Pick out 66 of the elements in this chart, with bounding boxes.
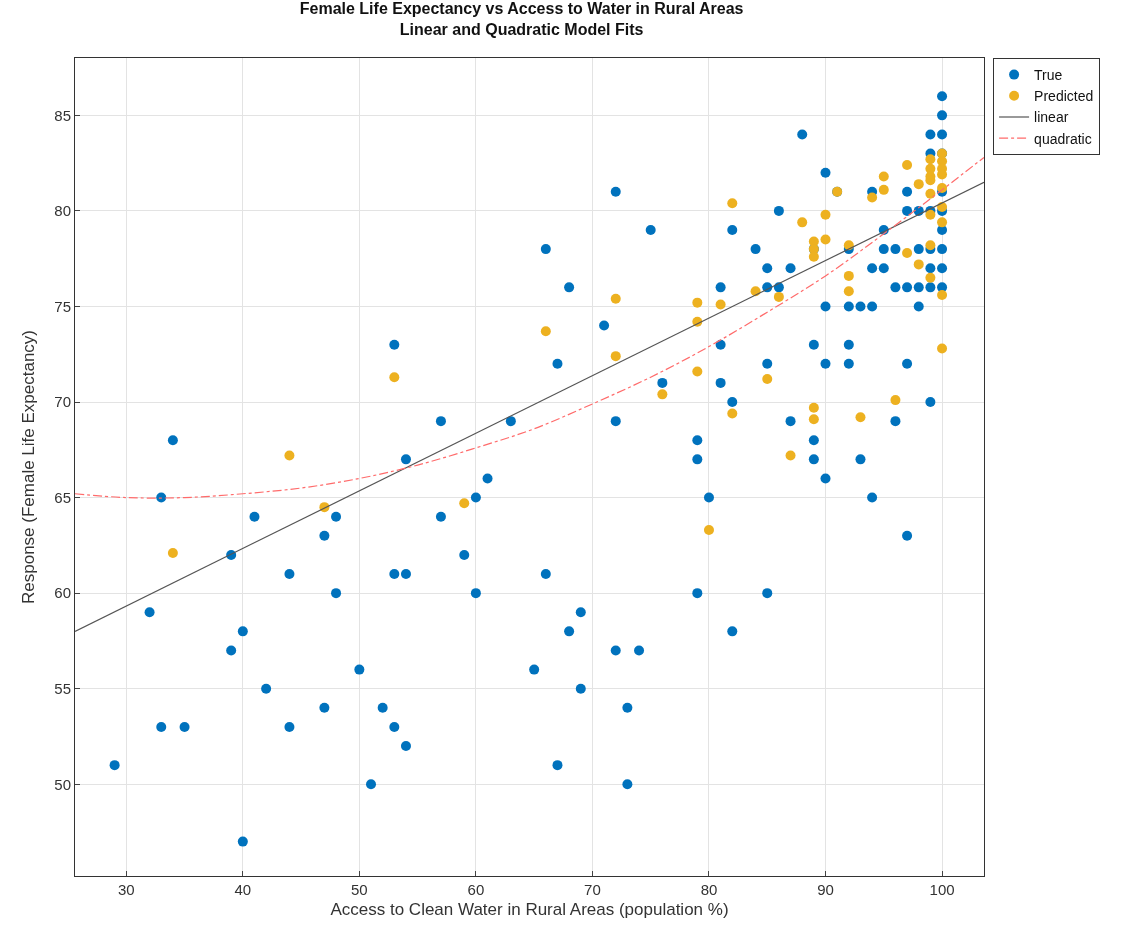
- point: [692, 297, 703, 308]
- point: [657, 389, 668, 400]
- x-tick-label: 100: [929, 881, 955, 898]
- y-tick-label: 75: [54, 297, 71, 315]
- y-tick-label: 60: [54, 584, 71, 602]
- point: [867, 192, 878, 203]
- legend-label: quadratic: [1034, 130, 1092, 147]
- point: [692, 366, 703, 377]
- x-tick-label: 90: [817, 881, 834, 898]
- point: [843, 286, 854, 297]
- point: [925, 154, 936, 165]
- point: [727, 408, 738, 419]
- point: [797, 217, 808, 228]
- point: [902, 247, 913, 258]
- x-axis-title: Access to Clean Water in Rural Areas (population %): [330, 900, 729, 920]
- point: [820, 234, 831, 245]
- point: [785, 450, 796, 461]
- point: [610, 293, 621, 304]
- point: [167, 548, 178, 558]
- point: [773, 291, 784, 302]
- point: [878, 184, 889, 195]
- point: [820, 209, 831, 220]
- point: [715, 299, 726, 310]
- legend-label: True: [1034, 67, 1063, 84]
- point: [610, 351, 621, 362]
- point: [937, 289, 948, 300]
- point: [925, 209, 936, 220]
- point: [925, 240, 936, 251]
- point: [913, 179, 924, 190]
- point: [808, 414, 819, 425]
- point: [878, 171, 889, 182]
- point: [459, 498, 470, 509]
- x-tick-label: 30: [117, 881, 135, 898]
- x-tick-label: 40: [234, 881, 252, 898]
- legend-label: linear: [1034, 109, 1069, 126]
- y-tick-label: 55: [54, 679, 71, 697]
- point: [843, 270, 854, 281]
- x-tick-label: 50: [351, 881, 368, 898]
- point: [855, 412, 866, 423]
- y-tick-label: 50: [54, 775, 71, 793]
- point: [808, 402, 819, 413]
- point: [925, 272, 936, 283]
- y-tick-label: 85: [54, 106, 71, 124]
- y-tick-label: 80: [54, 202, 71, 220]
- point: [284, 450, 295, 461]
- x-tick-label: 60: [467, 881, 485, 898]
- point: [913, 259, 924, 270]
- point: [890, 395, 901, 406]
- point: [925, 188, 936, 199]
- legend-label: Predicted: [1034, 88, 1094, 105]
- point: [762, 374, 773, 385]
- chart-title: Female Life Expectancy vs Access to Water in Rural Areas: [299, 0, 744, 17]
- point: [727, 198, 738, 209]
- x-tick-label: 80: [700, 881, 718, 898]
- chart-subtitle: Linear and Quadratic Model Fits: [399, 20, 644, 38]
- y-tick-label: 70: [54, 393, 71, 411]
- point: [902, 160, 913, 171]
- line-series: [75, 156, 984, 499]
- x-tick-label: 70: [584, 881, 601, 898]
- point: [937, 343, 948, 354]
- point: [540, 326, 551, 337]
- point: [389, 372, 400, 383]
- point: [703, 525, 714, 536]
- point: [937, 217, 948, 228]
- y-tick-label: 65: [54, 488, 71, 506]
- y-axis-title: Response (Female Life Expectancy): [18, 329, 38, 605]
